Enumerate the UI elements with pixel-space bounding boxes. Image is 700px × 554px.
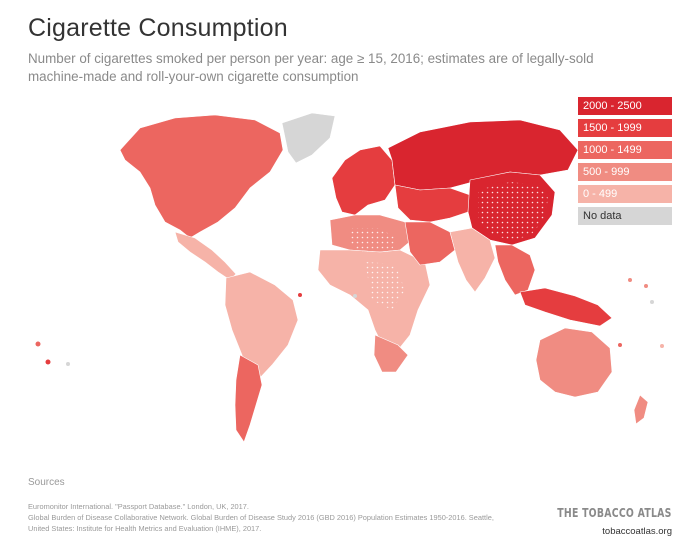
region-argentina-chile	[234, 354, 263, 443]
island-marker	[650, 300, 654, 304]
legend-item: 0 - 499	[578, 185, 672, 203]
source-line: United States: Institute for Health Metr…	[28, 524, 262, 533]
source-line: Euromonitor International. "Passport Dat…	[28, 502, 249, 511]
legend-item: 1500 - 1999	[578, 119, 672, 137]
page-title: Cigarette Consumption	[28, 14, 288, 42]
region-central-america	[174, 231, 237, 281]
source-line: Global Burden of Disease Collaborative N…	[28, 513, 494, 522]
region-south-africa	[373, 334, 409, 373]
region-middle-east	[404, 221, 456, 266]
region-europe	[331, 145, 396, 216]
region-south-asia	[449, 227, 496, 293]
brand-name: THE TOBACCO ATLAS	[557, 506, 672, 520]
dotted-overlay-north-africa	[348, 228, 398, 252]
brand-url[interactable]: tobaccoatlas.org	[602, 526, 672, 537]
island-marker	[618, 343, 622, 347]
sources-heading: Sources	[28, 477, 65, 488]
island-marker	[35, 341, 41, 347]
legend-item: 1000 - 1499	[578, 141, 672, 159]
map-legend: 2000 - 2500 1500 - 1999 1000 - 1499 500 - 9…	[578, 97, 672, 229]
dotted-overlay-china	[478, 182, 548, 240]
island-marker	[660, 344, 664, 348]
island-marker	[298, 293, 302, 297]
brand: THE TOBACCO ATLAS tobaccoatlas.org	[525, 506, 672, 537]
region-australia	[535, 327, 613, 398]
island-marker	[353, 294, 357, 298]
legend-item: No data	[578, 207, 672, 225]
island-marker	[628, 278, 632, 282]
page-subtitle: Number of cigarettes smoked per person p…	[28, 51, 594, 84]
legend-item: 2000 - 2500	[578, 97, 672, 115]
region-south-america	[224, 271, 299, 381]
island-marker	[644, 284, 648, 288]
island-marker	[45, 359, 51, 365]
region-new-zealand	[633, 394, 649, 425]
sources-list: Euromonitor International. "Passport Dat…	[28, 501, 548, 534]
legend-item: 500 - 999	[578, 163, 672, 181]
region-indonesia	[519, 287, 613, 327]
region-central-asia	[394, 184, 471, 223]
dotted-overlay-central-africa	[365, 262, 405, 310]
region-southeast-asia	[494, 244, 536, 296]
island-marker	[66, 362, 70, 366]
region-north-america	[119, 114, 284, 239]
region-greenland	[281, 112, 336, 164]
